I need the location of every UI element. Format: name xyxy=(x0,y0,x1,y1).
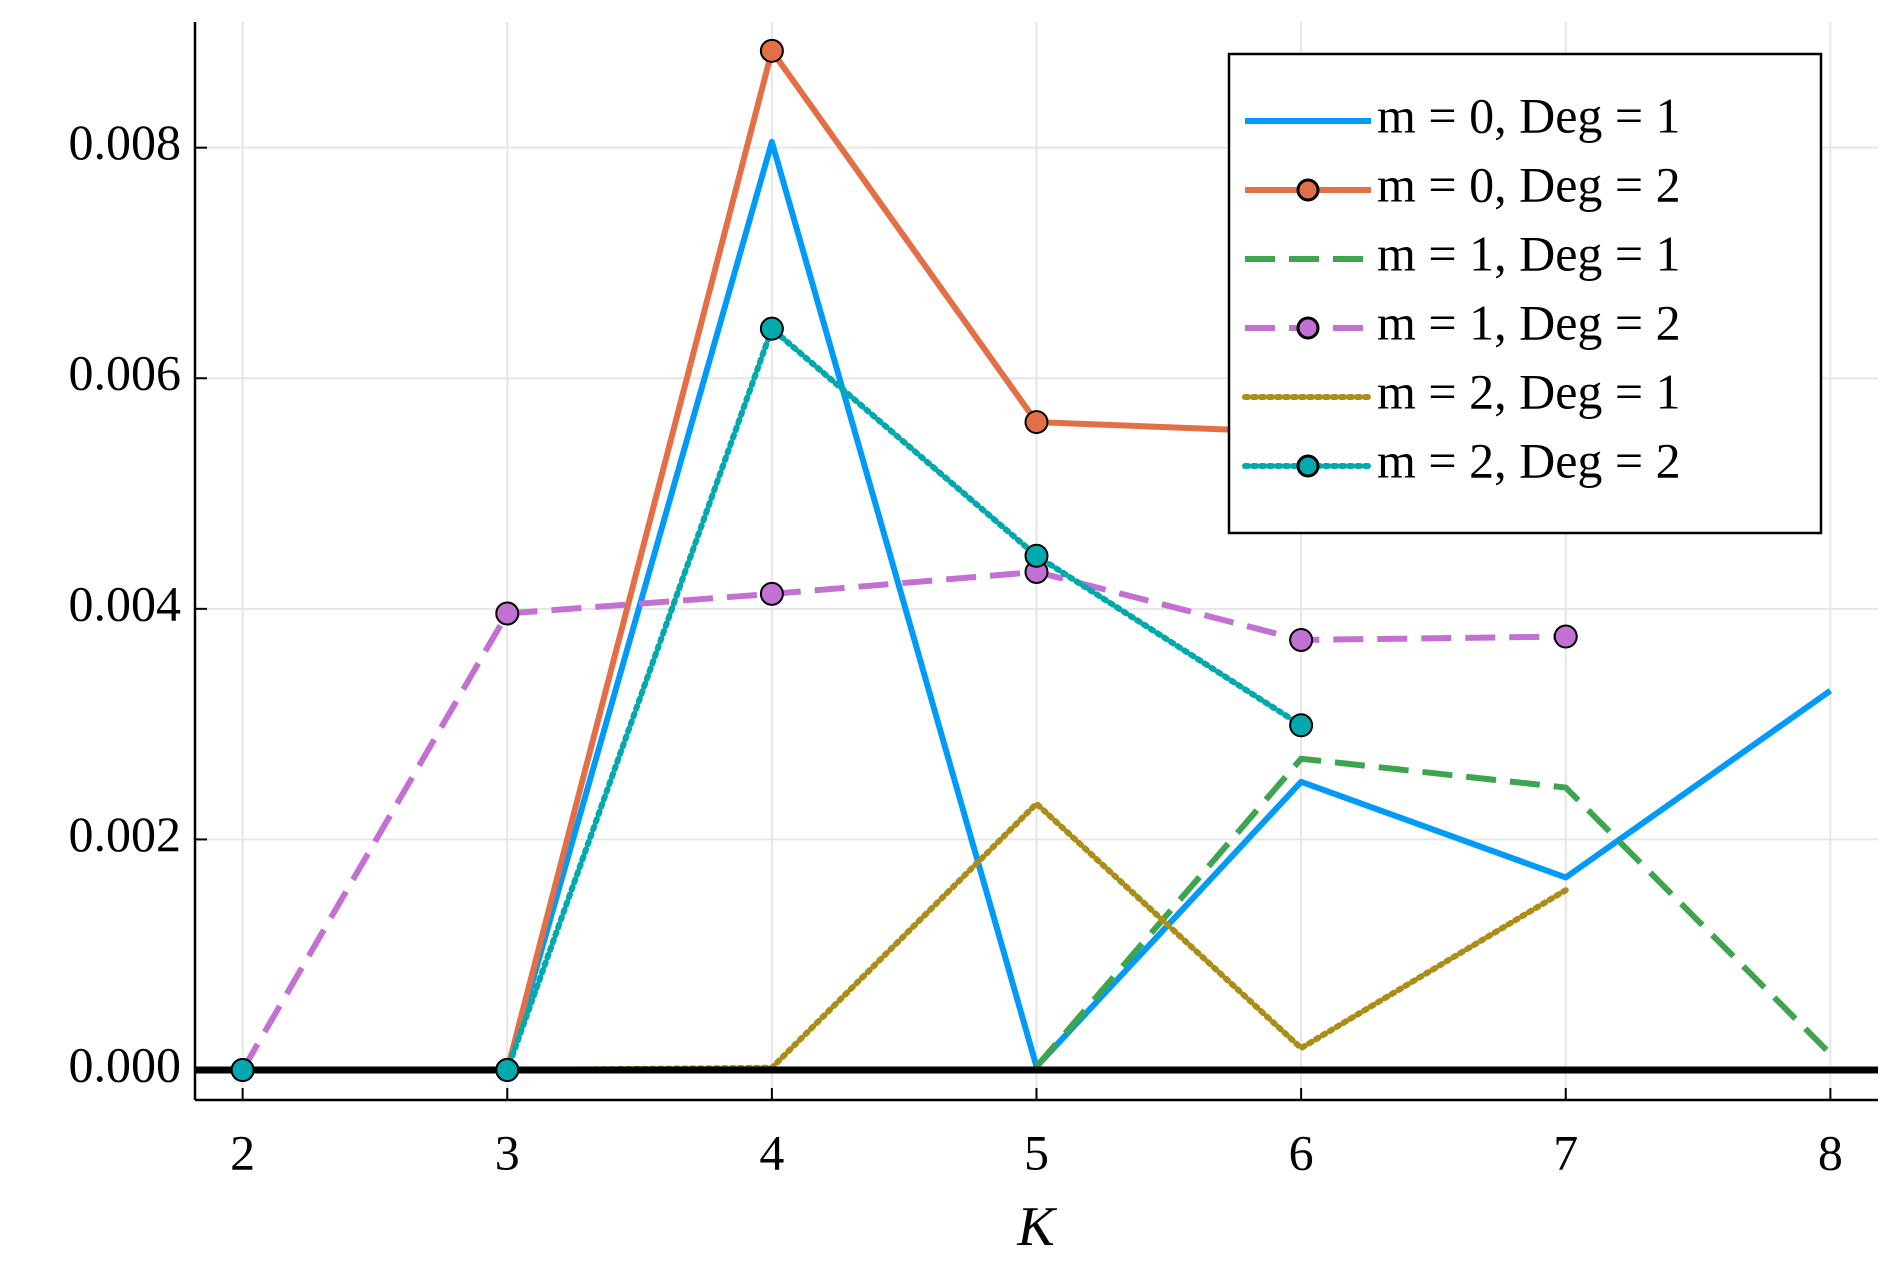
legend-marker xyxy=(1296,316,1320,340)
x-tick-label: 7 xyxy=(1553,1124,1578,1180)
y-tick-label: 0.004 xyxy=(69,575,182,631)
legend-label: m = 0, Deg = 1 xyxy=(1377,87,1681,143)
x-tick-label: 5 xyxy=(1024,1124,1049,1180)
legend-label: m = 2, Deg = 2 xyxy=(1377,432,1681,488)
legend-marker xyxy=(1296,178,1320,202)
legend-label: m = 0, Deg = 2 xyxy=(1377,156,1681,212)
marker xyxy=(1024,543,1049,568)
series-line xyxy=(504,47,1302,1071)
y-tick-label: 0.002 xyxy=(69,806,182,862)
marker xyxy=(759,38,784,63)
legend-label: m = 1, Deg = 2 xyxy=(1377,294,1681,350)
y-tick-label: 0.000 xyxy=(69,1036,182,1092)
marker xyxy=(1289,713,1314,738)
x-tick-label: 8 xyxy=(1818,1124,1843,1180)
legend-label: m = 1, Deg = 1 xyxy=(1377,225,1681,281)
x-axis-label: K xyxy=(1016,1196,1057,1258)
y-tick-label: 0.006 xyxy=(69,345,182,401)
legend-marker xyxy=(1296,454,1320,478)
legend-label: m = 2, Deg = 1 xyxy=(1377,363,1681,419)
x-tick-label: 3 xyxy=(495,1124,520,1180)
marker xyxy=(230,1058,255,1083)
marker xyxy=(1289,627,1314,652)
marker xyxy=(759,581,784,606)
x-tick-label: 4 xyxy=(759,1124,784,1180)
marker xyxy=(495,601,520,626)
legend: m = 0, Deg = 1 m = 0, Deg = 2 m = 1, Deg =… xyxy=(1227,52,1823,535)
marker xyxy=(495,1058,520,1083)
series-line xyxy=(240,568,1566,1072)
marker xyxy=(759,316,784,341)
series-line xyxy=(1034,755,1833,1069)
y-tick-label: 0.008 xyxy=(69,114,182,170)
marker xyxy=(1024,410,1049,435)
marker xyxy=(1553,624,1578,649)
legend-box xyxy=(1227,52,1823,535)
x-tick-label: 6 xyxy=(1289,1124,1314,1180)
x-tick-label: 2 xyxy=(230,1124,255,1180)
